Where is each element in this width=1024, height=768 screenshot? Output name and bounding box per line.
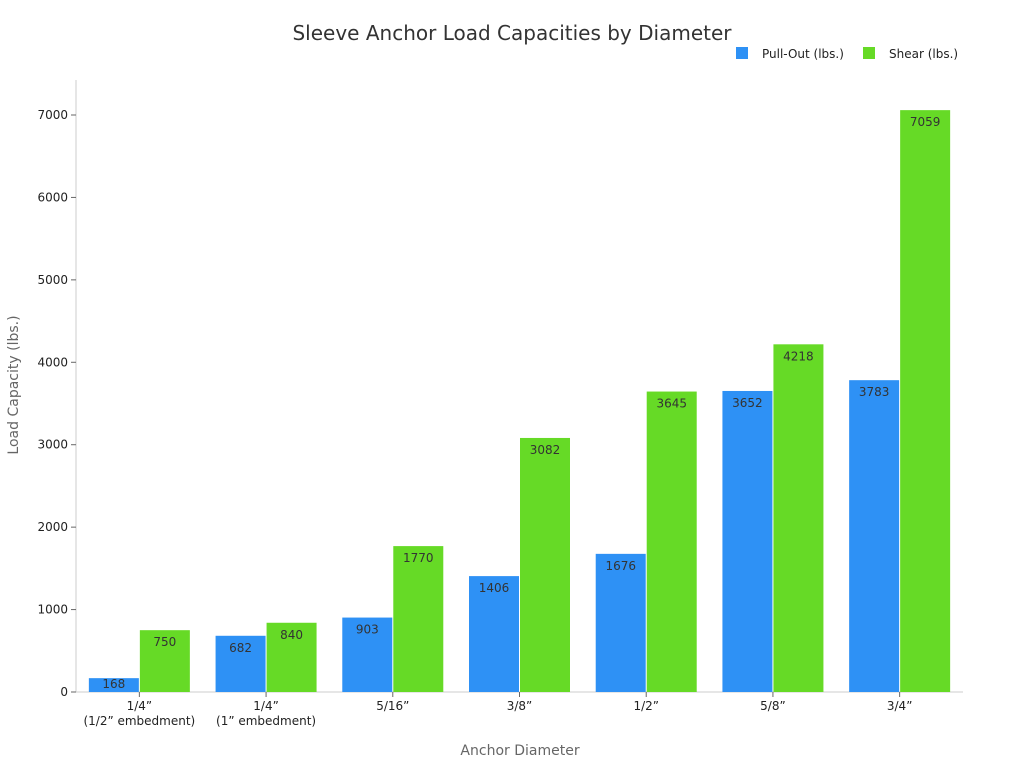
legend-swatch xyxy=(736,47,748,59)
data-label: 168 xyxy=(102,677,125,691)
data-label: 3645 xyxy=(656,397,687,411)
bar xyxy=(469,576,519,692)
bar xyxy=(722,390,773,692)
legend-label: Shear (lbs.) xyxy=(889,47,958,61)
bar xyxy=(646,391,697,692)
bar xyxy=(393,546,444,692)
y-axis-label: Load Capacity (lbs.) xyxy=(6,315,22,454)
data-label: 1406 xyxy=(479,581,510,595)
x-tick-label: 5/16” xyxy=(376,699,409,713)
bar xyxy=(342,617,393,692)
bar xyxy=(88,678,139,692)
data-label: 903 xyxy=(356,623,379,637)
data-label: 7059 xyxy=(910,115,941,129)
data-label: 3082 xyxy=(530,443,561,457)
bar xyxy=(266,622,317,692)
y-tick-label: 2000 xyxy=(37,520,68,534)
y-tick-label: 4000 xyxy=(37,355,68,369)
legend-label: Pull-Out (lbs.) xyxy=(762,47,844,61)
y-tick-label: 0 xyxy=(60,685,68,699)
x-tick-label: 1/2” xyxy=(633,699,659,713)
bar xyxy=(773,344,824,692)
legend: Pull-Out (lbs.) Shear (lbs.) xyxy=(736,47,958,61)
x-tick-label: (1/2” embedment) xyxy=(83,714,195,728)
y-tick-label: 5000 xyxy=(37,273,68,287)
bar xyxy=(595,553,646,692)
bar xyxy=(520,437,570,692)
bar xyxy=(139,630,190,692)
chart-title: Sleeve Anchor Load Capacities by Diamete… xyxy=(292,21,732,45)
x-tick-label: 1/4” xyxy=(253,699,279,713)
data-label: 840 xyxy=(280,628,303,642)
data-label: 1770 xyxy=(403,551,434,565)
x-tick-label: 3/8” xyxy=(507,699,533,713)
bar xyxy=(215,635,266,692)
y-tick-label: 7000 xyxy=(37,108,68,122)
bar xyxy=(849,380,900,692)
data-label: 750 xyxy=(153,635,176,649)
data-label: 682 xyxy=(229,641,252,655)
bar xyxy=(900,110,951,692)
y-tick-label: 6000 xyxy=(37,190,68,204)
x-axis-label: Anchor Diameter xyxy=(460,743,579,759)
x-tick-label: 1/4” xyxy=(127,699,153,713)
x-tick-label: 5/8” xyxy=(760,699,786,713)
data-label: 1676 xyxy=(605,559,636,573)
data-label: 4218 xyxy=(783,349,814,363)
data-label: 3783 xyxy=(859,385,890,399)
y-tick-label: 3000 xyxy=(37,438,68,452)
x-tick-label: (1” embedment) xyxy=(216,714,316,728)
data-label: 3652 xyxy=(732,396,763,410)
y-tick-label: 1000 xyxy=(37,603,68,617)
legend-swatch xyxy=(863,47,875,59)
x-tick-label: 3/4” xyxy=(887,699,913,713)
